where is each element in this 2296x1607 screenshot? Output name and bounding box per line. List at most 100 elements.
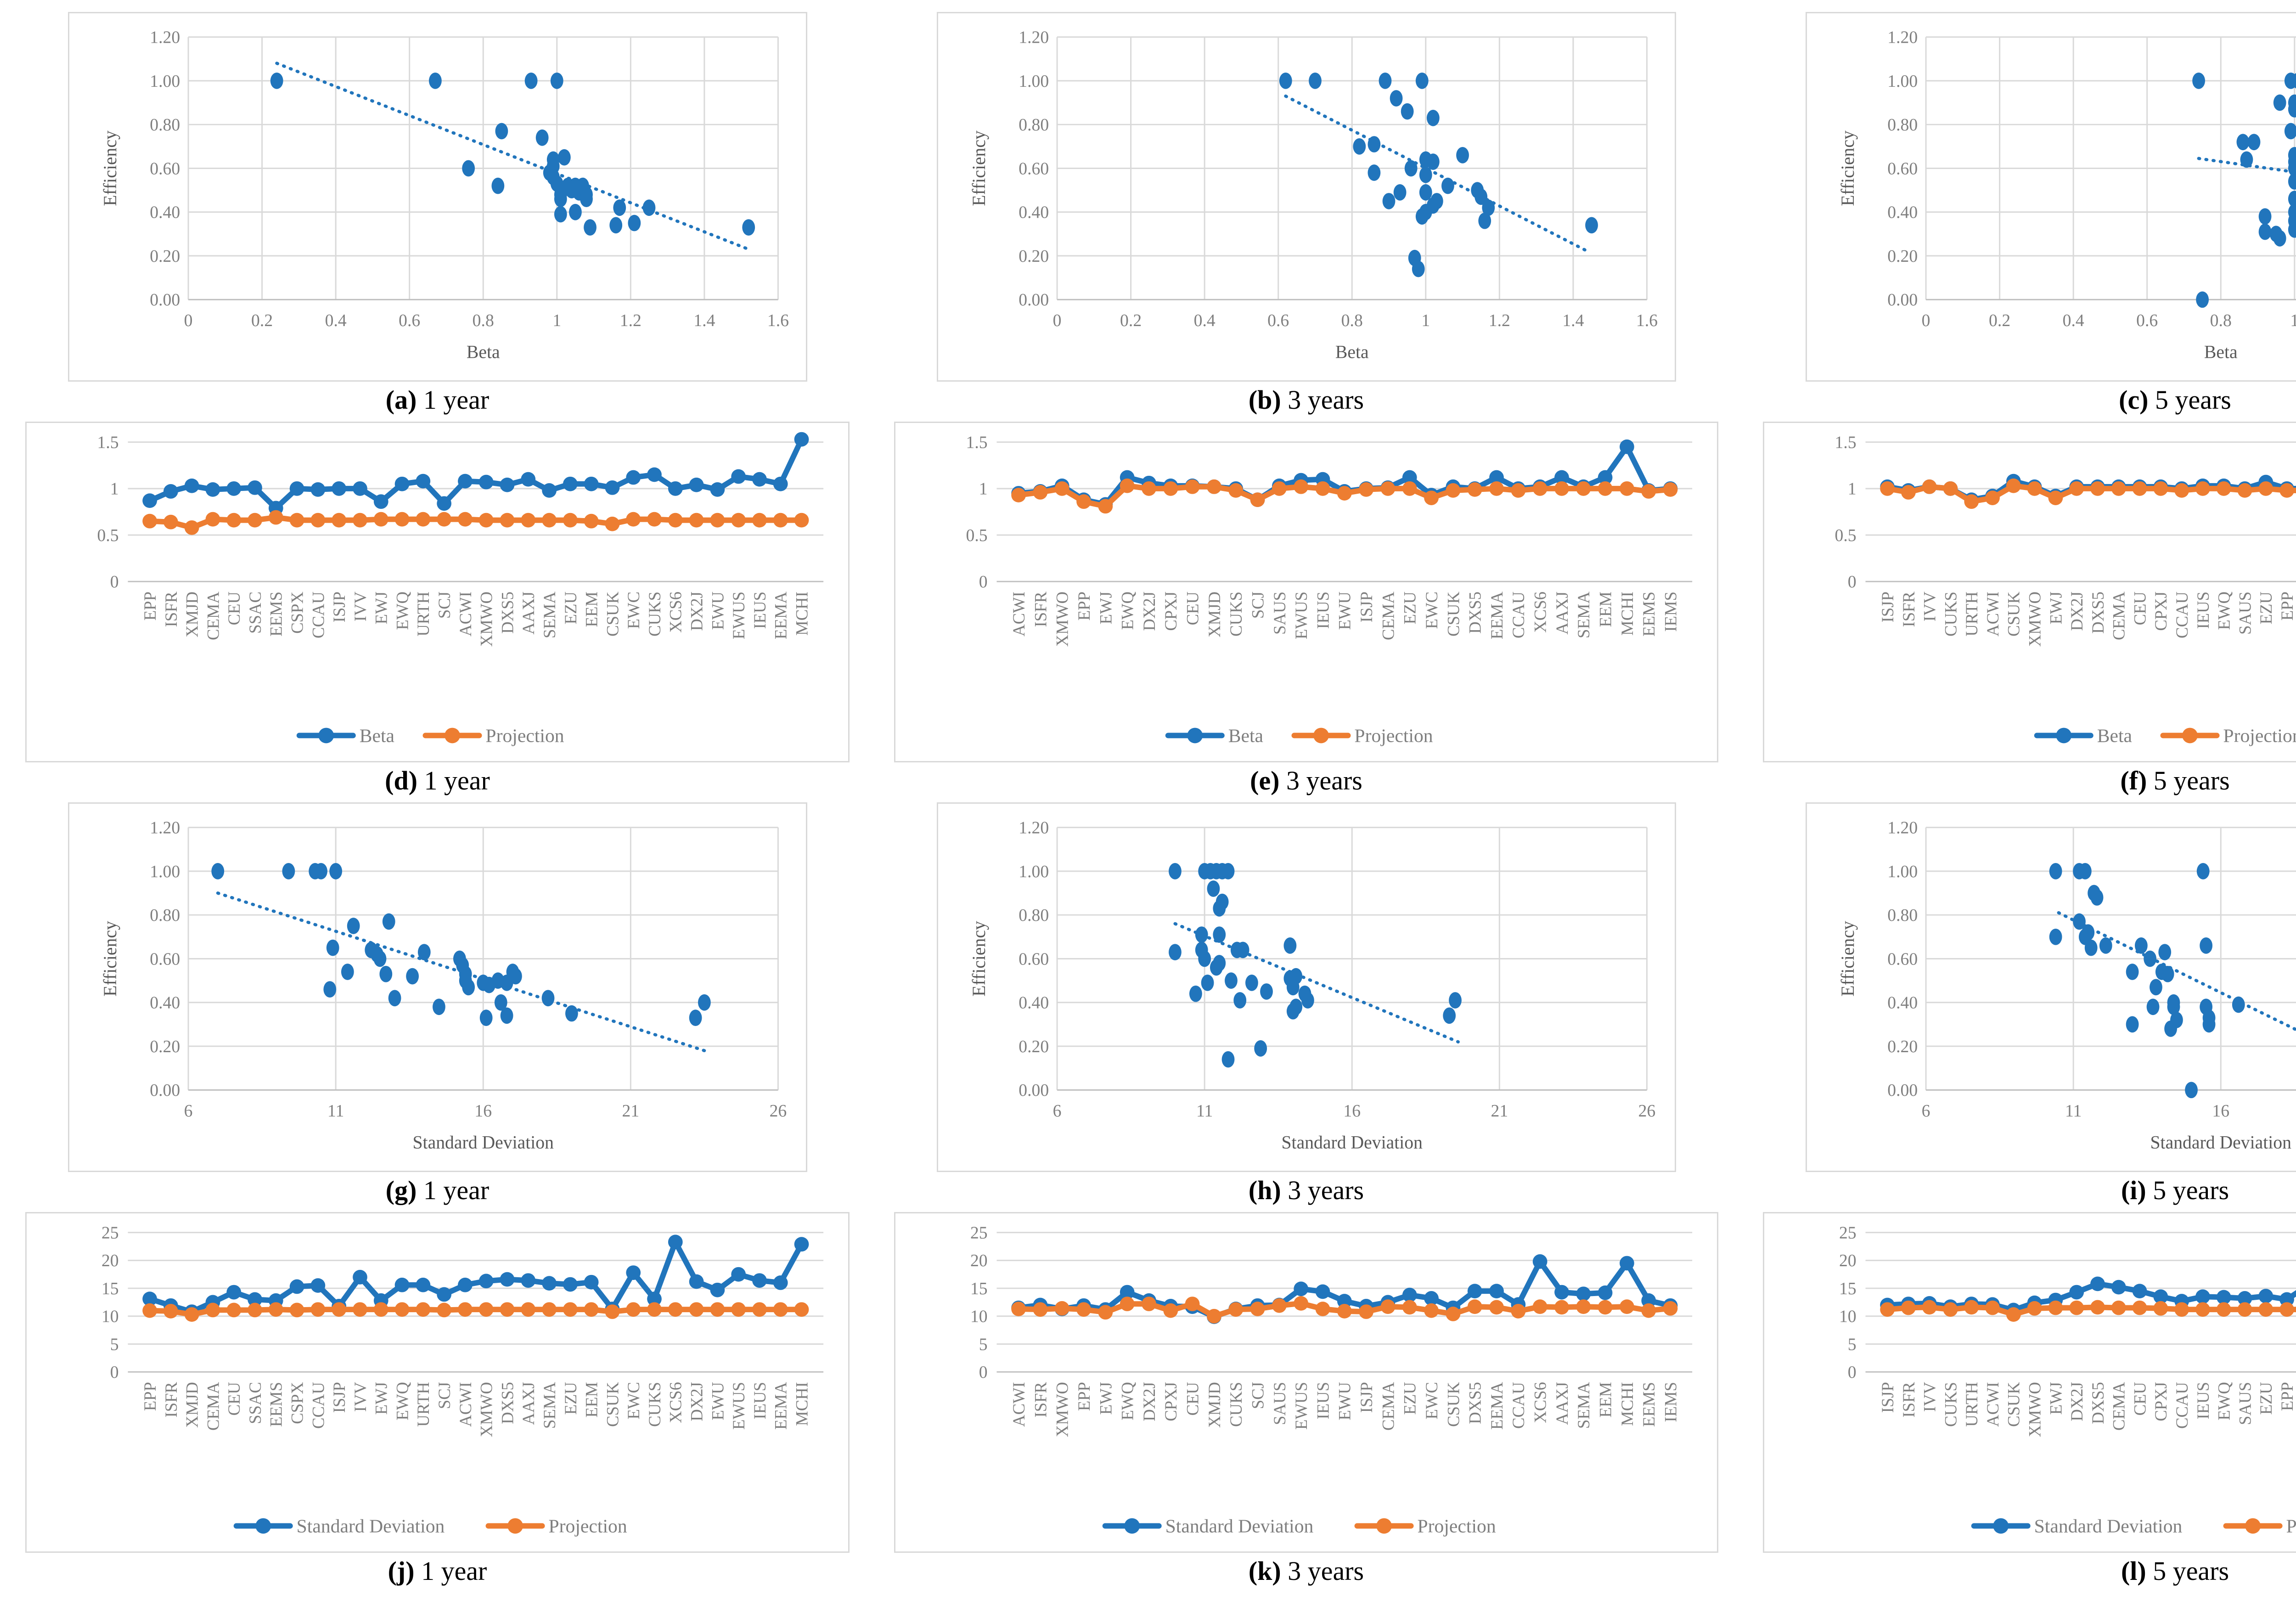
data-point — [1301, 992, 1314, 1009]
x-tick-label: 16 — [474, 1101, 492, 1121]
series-marker-orange — [1576, 1299, 1591, 1314]
data-point — [2192, 73, 2205, 89]
data-point — [491, 177, 504, 194]
data-point — [524, 73, 538, 89]
data-point — [2084, 939, 2098, 956]
category-label: XMWO — [1053, 1382, 1072, 1437]
category-label: EWUS — [1292, 1382, 1311, 1430]
series-marker-blue — [2237, 1291, 2252, 1306]
category-label: EWJ — [1096, 1382, 1115, 1415]
series-marker-blue — [1120, 1285, 1135, 1300]
y-tick-label: 15 — [1839, 1279, 1857, 1298]
series-marker-blue — [668, 1235, 683, 1250]
series-marker-orange — [226, 513, 242, 528]
category-label: DXS5 — [498, 1382, 517, 1424]
x-tick-label: 26 — [1638, 1101, 1655, 1121]
series-marker-orange — [1337, 486, 1352, 501]
y-tick-label: 15 — [101, 1279, 119, 1298]
series-marker-blue — [248, 480, 262, 495]
category-label: CSUK — [2004, 1382, 2023, 1427]
x-tick-label: 11 — [2065, 1101, 2082, 1121]
series-marker-blue — [226, 1285, 242, 1300]
data-point — [326, 939, 339, 956]
series-marker-orange — [416, 512, 431, 527]
y-tick-label: 0.40 — [1019, 203, 1049, 222]
trendline — [2057, 911, 2296, 1032]
category-label: EWQ — [393, 592, 411, 630]
caption-f-label: (f) — [2120, 766, 2147, 795]
series-marker-orange — [1272, 1298, 1287, 1313]
data-point — [341, 964, 354, 980]
data-point — [1419, 184, 1432, 201]
data-point — [2288, 191, 2296, 208]
series-marker-blue — [2069, 1285, 2084, 1300]
series-marker-blue — [1620, 1256, 1634, 1271]
chart-card-h: 6 11 16 21 26 0.00 0.20 0.40 0.60 0.80 1.00 1.20 Sta… — [936, 802, 1676, 1172]
y-tick-label: 0.80 — [1019, 115, 1049, 135]
series-marker-orange — [248, 513, 262, 528]
category-label: SCJ — [1248, 1382, 1267, 1409]
caption-a-text: 1 year — [423, 385, 490, 415]
series-marker-orange — [1272, 481, 1287, 496]
series-marker-orange — [668, 1302, 683, 1317]
data-point — [373, 950, 386, 967]
data-point — [2202, 1016, 2215, 1033]
data-point — [1404, 160, 1418, 177]
series-marker-orange — [2195, 1302, 2210, 1317]
series-marker-orange — [1489, 1300, 1504, 1315]
series-marker-blue — [353, 1269, 367, 1285]
y-tick-label: 0.80 — [1887, 115, 1918, 135]
chart-card-f: 0 0.5 1 1.5 ISJP ISFR IVV CUKS URTH ACWI CSUK XMWO E… — [1763, 422, 2296, 762]
series-marker-orange — [248, 1303, 262, 1318]
series-marker-orange — [1054, 481, 1069, 496]
data-point — [1254, 1040, 1267, 1057]
data-point — [329, 863, 342, 880]
x-tick-label: 0.8 — [2210, 311, 2231, 330]
legend-label: Projection — [548, 1516, 627, 1537]
category-label: EEM — [582, 1382, 601, 1417]
category-label: CSUK — [603, 1382, 622, 1427]
series-marker-blue — [2153, 1289, 2168, 1304]
category-label: EEMA — [1487, 1382, 1506, 1430]
category-label: EWQ — [2215, 1382, 2234, 1421]
data-point — [1412, 260, 1425, 277]
data-point — [1415, 208, 1429, 225]
series-marker-orange — [1098, 1305, 1113, 1320]
series-marker-orange — [710, 1302, 725, 1317]
category-label: DXS5 — [498, 592, 517, 634]
data-point — [2195, 291, 2209, 308]
data-point — [554, 191, 567, 208]
data-point — [1236, 942, 1249, 959]
category-label: EZU — [1401, 1382, 1419, 1415]
legend-label: Projection — [1417, 1516, 1496, 1537]
series-line-blue — [147, 436, 805, 511]
caption-f-text: 5 years — [2153, 766, 2230, 795]
category-label: CCAU — [309, 592, 327, 638]
x-axis-title: Standard Deviation — [1281, 1132, 1423, 1152]
cell-h: 6 11 16 21 26 0.00 0.20 0.40 0.60 0.80 1.00 1.20 Sta… — [880, 802, 1732, 1172]
data-point — [1286, 979, 1300, 996]
category-label: CSUK — [2004, 592, 2023, 637]
series-marker-orange — [2279, 1302, 2294, 1317]
data-point — [1168, 863, 1182, 880]
caption-c: (c) 5 years — [1749, 384, 2296, 415]
legend-marker-orange — [507, 1518, 523, 1534]
category-label: SEMA — [540, 1382, 559, 1429]
series-marker-blue — [310, 1278, 326, 1293]
series-marker-blue — [163, 484, 178, 499]
y-tick-label: 1.20 — [1019, 28, 1049, 47]
caption-row-1: (a) 1 year (b) 3 years (c) 5 years — [10, 384, 2296, 415]
series-marker-orange — [1554, 1300, 1569, 1315]
data-point — [2199, 937, 2212, 954]
data-point — [2099, 937, 2112, 954]
series-marker-blue — [1402, 1287, 1417, 1303]
y-tick-label: 0.00 — [1887, 1081, 1918, 1100]
series-marker-orange — [2132, 1300, 2147, 1315]
category-label: CUKS — [645, 592, 664, 637]
category-label: IEMS — [1661, 1382, 1680, 1422]
series-marker-orange — [2048, 1300, 2063, 1315]
x-tick-label: 0.4 — [325, 311, 346, 330]
y-tick-label: 0.00 — [150, 290, 180, 310]
category-label: XCS6 — [1531, 1382, 1550, 1423]
x-tick-label: 0.2 — [251, 311, 273, 330]
